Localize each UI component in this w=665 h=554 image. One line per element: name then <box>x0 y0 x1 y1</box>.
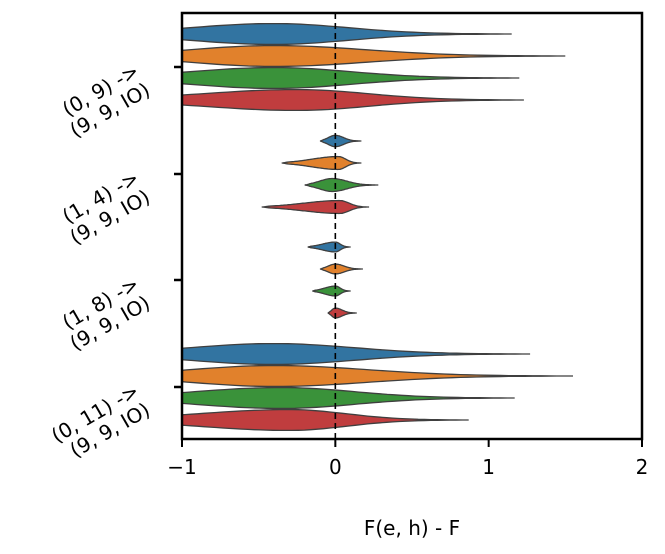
y-tick-label: (1, 8) ->(9, 9, IO) <box>55 271 154 355</box>
violin-body <box>182 386 515 410</box>
x-tick-label: 1 <box>482 455 495 479</box>
violin-body <box>304 177 379 193</box>
violin-body <box>281 155 362 171</box>
x-axis-label: F(e, h) - F <box>364 516 460 540</box>
x-tick-label: 2 <box>636 455 649 479</box>
x-tick-label: −1 <box>167 455 196 479</box>
violin-body <box>182 88 524 112</box>
plot-frame <box>180 11 644 441</box>
violin-body <box>312 285 351 297</box>
violin-body <box>261 199 370 215</box>
y-tick-label: (0, 11) ->(9, 9, IO) <box>47 378 154 466</box>
y-axis: (0, 9) ->(9, 9, IO) (1, 4) ->(9, 9, IO) (1… <box>47 58 182 466</box>
y-tick-label: (0, 9) ->(9, 9, IO) <box>55 58 154 142</box>
violins-group <box>182 22 573 432</box>
violin-body <box>327 307 357 319</box>
violin-body <box>182 66 520 90</box>
x-tick-label: 0 <box>329 455 342 479</box>
violin-body <box>182 408 469 432</box>
violin-body <box>182 342 531 366</box>
violin-body <box>307 241 351 253</box>
violin-body <box>182 22 512 46</box>
violin-body <box>319 263 363 275</box>
x-axis: −1 0 1 2 <box>167 439 648 479</box>
violin-body <box>182 44 566 68</box>
violin-body <box>319 134 362 148</box>
y-tick-label: (1, 4) ->(9, 9, IO) <box>55 165 154 249</box>
violin-body <box>182 364 573 388</box>
